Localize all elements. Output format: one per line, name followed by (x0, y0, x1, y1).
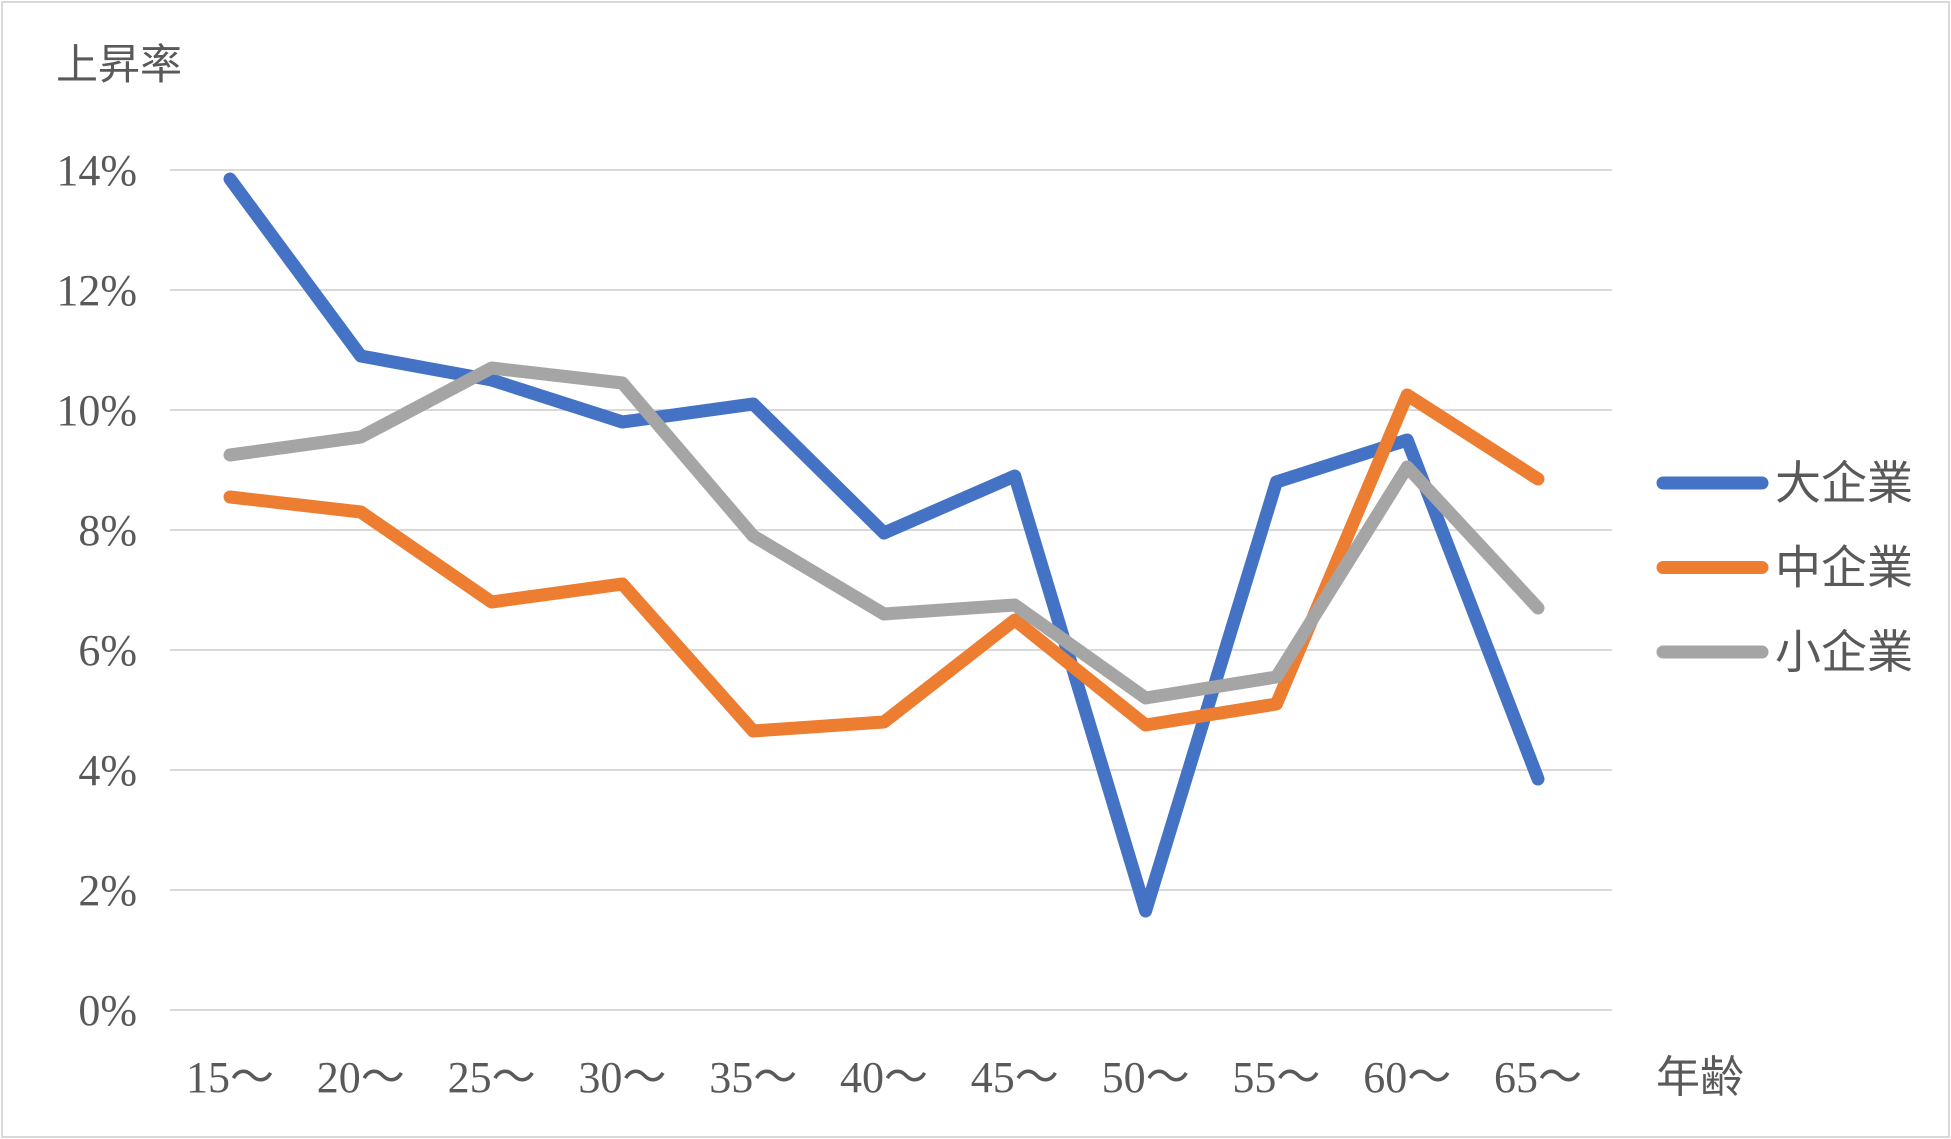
y-axis-tick-labels: 0% 2% 4% 6% 8% 10% 12% 14% (56, 146, 137, 1035)
gridlines-group (170, 169, 1612, 1011)
series-line-1 (223, 172, 1545, 918)
legend-item: 小企業 (1656, 627, 1913, 678)
x-axis-tick-label: 15〜 (186, 1053, 274, 1102)
x-axis-tick-label: 20〜 (317, 1053, 405, 1102)
series-lines-group (223, 172, 1545, 918)
y-axis-tick-label: 12% (56, 266, 137, 315)
y-axis-tick-label: 14% (56, 146, 137, 195)
x-axis-tick-label: 60〜 (1363, 1053, 1451, 1102)
x-axis-title: 年齢 (1656, 1053, 1744, 1102)
y-axis-tick-label: 10% (56, 386, 137, 435)
legend-label: 小企業 (1775, 627, 1913, 678)
y-axis-tick-label: 2% (78, 866, 137, 915)
y-axis-tick-label: 4% (78, 746, 137, 795)
x-axis-tick-label: 50〜 (1102, 1053, 1190, 1102)
chart-title: 上昇率 (56, 42, 182, 89)
x-axis-tick-label: 55〜 (1232, 1053, 1320, 1102)
y-axis-tick-label: 0% (78, 986, 137, 1035)
x-axis-tick-label: 40〜 (840, 1053, 928, 1102)
legend-label: 中企業 (1775, 543, 1913, 594)
y-axis-tick-label: 8% (78, 506, 137, 555)
x-axis-tick-labels: 15〜 20〜 25〜 30〜 35〜 40〜 45〜 50〜 55〜 60〜 65〜 (186, 1053, 1582, 1102)
legend-label: 大企業 (1775, 458, 1913, 509)
y-axis-tick-label: 6% (78, 626, 137, 675)
x-axis-tick-label: 65〜 (1494, 1053, 1582, 1102)
legend-item: 中企業 (1656, 543, 1913, 594)
legend-item: 大企業 (1656, 458, 1913, 509)
x-axis-tick-label: 25〜 (448, 1053, 536, 1102)
x-axis-tick-label: 45〜 (971, 1053, 1059, 1102)
x-axis-tick-label: 35〜 (709, 1053, 797, 1102)
x-axis-tick-label: 30〜 (578, 1053, 666, 1102)
series-line-3 (223, 361, 1545, 705)
